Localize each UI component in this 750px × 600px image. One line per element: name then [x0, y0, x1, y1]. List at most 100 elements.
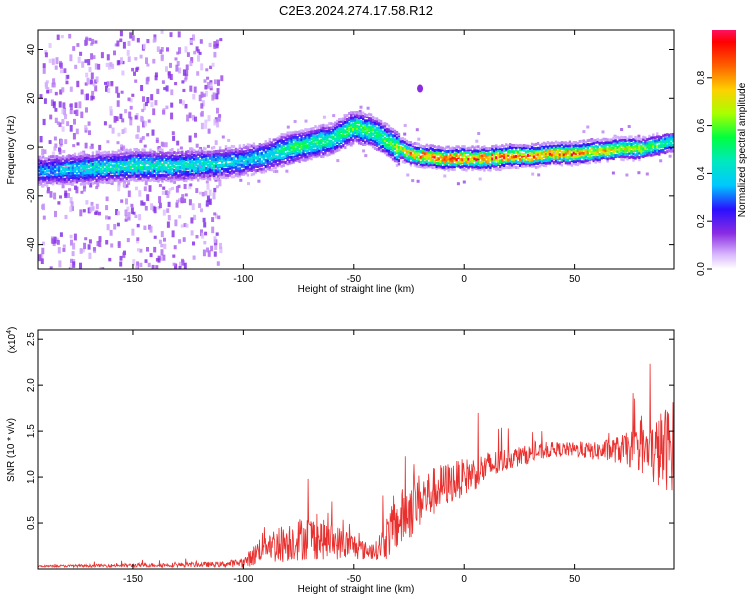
heatmap-ridge-cell	[290, 142, 293, 146]
heatmap-ridge-cell	[328, 126, 331, 130]
heatmap-ridge-cell	[526, 144, 530, 148]
heatmap-noise-cell	[139, 137, 143, 142]
heatmap-noise-cell	[179, 99, 183, 104]
heatmap-ridge-cell	[296, 136, 299, 139]
heatmap-noise-cell	[168, 188, 172, 192]
heatmap-ridge-cell	[515, 156, 518, 160]
heatmap-ridge-cell	[401, 150, 405, 154]
heatmap-noise-cell	[207, 128, 211, 134]
heatmap-ridge-cell	[602, 137, 605, 141]
heatmap-ridge-cell	[425, 159, 428, 163]
heatmap-ridge-cell	[59, 175, 63, 179]
heatmap-ridge-cell	[38, 159, 41, 162]
heatmap-ridge-cell	[455, 158, 458, 162]
heatmap-ridge-cell	[521, 146, 524, 150]
heatmap-ridge-cell	[161, 163, 164, 167]
heatmap-noise-cell	[146, 247, 149, 252]
heatmap-ridge-cell	[81, 158, 85, 162]
heatmap-ridge-cell	[208, 170, 212, 174]
heatmap-ridge-cell	[272, 164, 275, 167]
heatmap-ridge-cell	[441, 152, 444, 156]
heatmap-ridge-cell	[256, 165, 259, 169]
heatmap-ridge-cell	[530, 146, 534, 150]
heatmap-ridge-cell	[216, 152, 220, 156]
heatmap-ridge-cell	[177, 177, 180, 181]
heatmap-ridge-cell	[121, 152, 124, 156]
heatmap-ridge-cell	[336, 130, 339, 134]
heatmap-ridge-cell	[310, 137, 313, 141]
heatmap-ridge-cell	[47, 161, 51, 165]
heatmap-ridge-cell	[536, 165, 540, 169]
heatmap-ridge-cell	[534, 161, 538, 165]
heatmap-ridge-cell	[129, 156, 132, 160]
heatmap-ridge-cell	[670, 141, 673, 145]
heatmap-ridge-cell	[210, 162, 214, 166]
heatmap-noise-cell	[204, 119, 208, 124]
heatmap-noise-cell	[61, 126, 65, 132]
heatmap-noise-cell	[590, 138, 594, 141]
heatmap-noise-cell	[188, 135, 192, 143]
heatmap-ridge-cell	[55, 160, 59, 164]
heatmap-noise-cell	[126, 206, 130, 211]
heatmap-noise-cell	[109, 106, 113, 111]
heatmap-ridge-cell	[336, 140, 339, 144]
heatmap-ridge-cell	[206, 163, 210, 167]
heatmap-ridge-cell	[467, 155, 470, 158]
heatmap-ridge-cell	[268, 154, 271, 158]
heatmap-ridge-cell	[536, 142, 540, 145]
heatmap-noise-cell	[537, 173, 541, 177]
heatmap-ridge-cell	[107, 153, 110, 157]
heatmap-noise-cell	[218, 179, 222, 187]
heatmap-ridge-cell	[439, 162, 442, 166]
heatmap-ridge-cell	[393, 147, 397, 150]
heatmap-noise-cell	[184, 193, 188, 197]
heatmap-ridge-cell	[246, 160, 250, 164]
heatmap-noise-cell	[153, 235, 157, 239]
heatmap-ridge-cell	[292, 142, 295, 146]
heatmap-ridge-cell	[371, 138, 375, 142]
heatmap-ridge-cell	[318, 149, 321, 153]
heatmap-ridge-cell	[560, 163, 564, 167]
heatmap-noise-cell	[106, 224, 110, 231]
heatmap-ridge-cell	[260, 143, 263, 147]
heatmap-ridge-cell	[467, 165, 470, 169]
heatmap-ridge-cell	[362, 139, 365, 143]
heatmap-ridge-cell	[42, 170, 45, 174]
heatmap-ridge-cell	[628, 138, 631, 142]
heatmap-noise-cell	[201, 232, 205, 239]
heatmap-ridge-cell	[346, 141, 349, 145]
heatmap-ridge-cell	[646, 141, 649, 145]
heatmap-ridge-cell	[485, 160, 488, 164]
heatmap-ridge-cell	[187, 166, 190, 170]
heatmap-noise-cell	[41, 241, 45, 246]
heatmap-ridge-cell	[542, 150, 546, 154]
heatmap-ridge-cell	[642, 143, 645, 147]
heatmap-noise-cell	[90, 72, 94, 80]
heatmap-ridge-cell	[630, 155, 633, 159]
heatmap-ridge-cell	[580, 153, 583, 157]
heatmap-ridge-cell	[236, 159, 240, 162]
heatmap-ridge-cell	[550, 153, 554, 157]
heatmap-ridge-cell	[224, 145, 228, 149]
heatmap-ridge-cell	[634, 153, 637, 157]
heatmap-ridge-cell	[451, 153, 454, 157]
heatmap-ridge-cell	[137, 157, 140, 161]
heatmap-ridge-cell	[123, 160, 126, 164]
heatmap-ridge-cell	[322, 132, 325, 136]
heatmap-noise-cell	[54, 117, 58, 124]
heatmap-noise-cell	[160, 30, 164, 34]
heatmap-ridge-cell	[614, 144, 617, 148]
heatmap-ridge-cell	[373, 146, 377, 150]
heatmap-ridge-cell	[187, 150, 190, 154]
heatmap-ridge-cell	[119, 179, 122, 183]
heatmap-ridge-cell	[191, 169, 194, 172]
heatmap-ridge-cell	[236, 163, 240, 167]
heatmap-ridge-cell	[562, 150, 566, 154]
heatmap-ridge-cell	[463, 153, 466, 157]
heatmap-noise-cell	[69, 109, 73, 115]
heatmap-ridge-cell	[326, 138, 329, 142]
heatmap-ridge-cell	[612, 157, 615, 161]
heatmap-ridge-cell	[302, 154, 305, 158]
heatmap-ridge-cell	[375, 143, 379, 147]
heatmap-ridge-cell	[55, 167, 59, 171]
